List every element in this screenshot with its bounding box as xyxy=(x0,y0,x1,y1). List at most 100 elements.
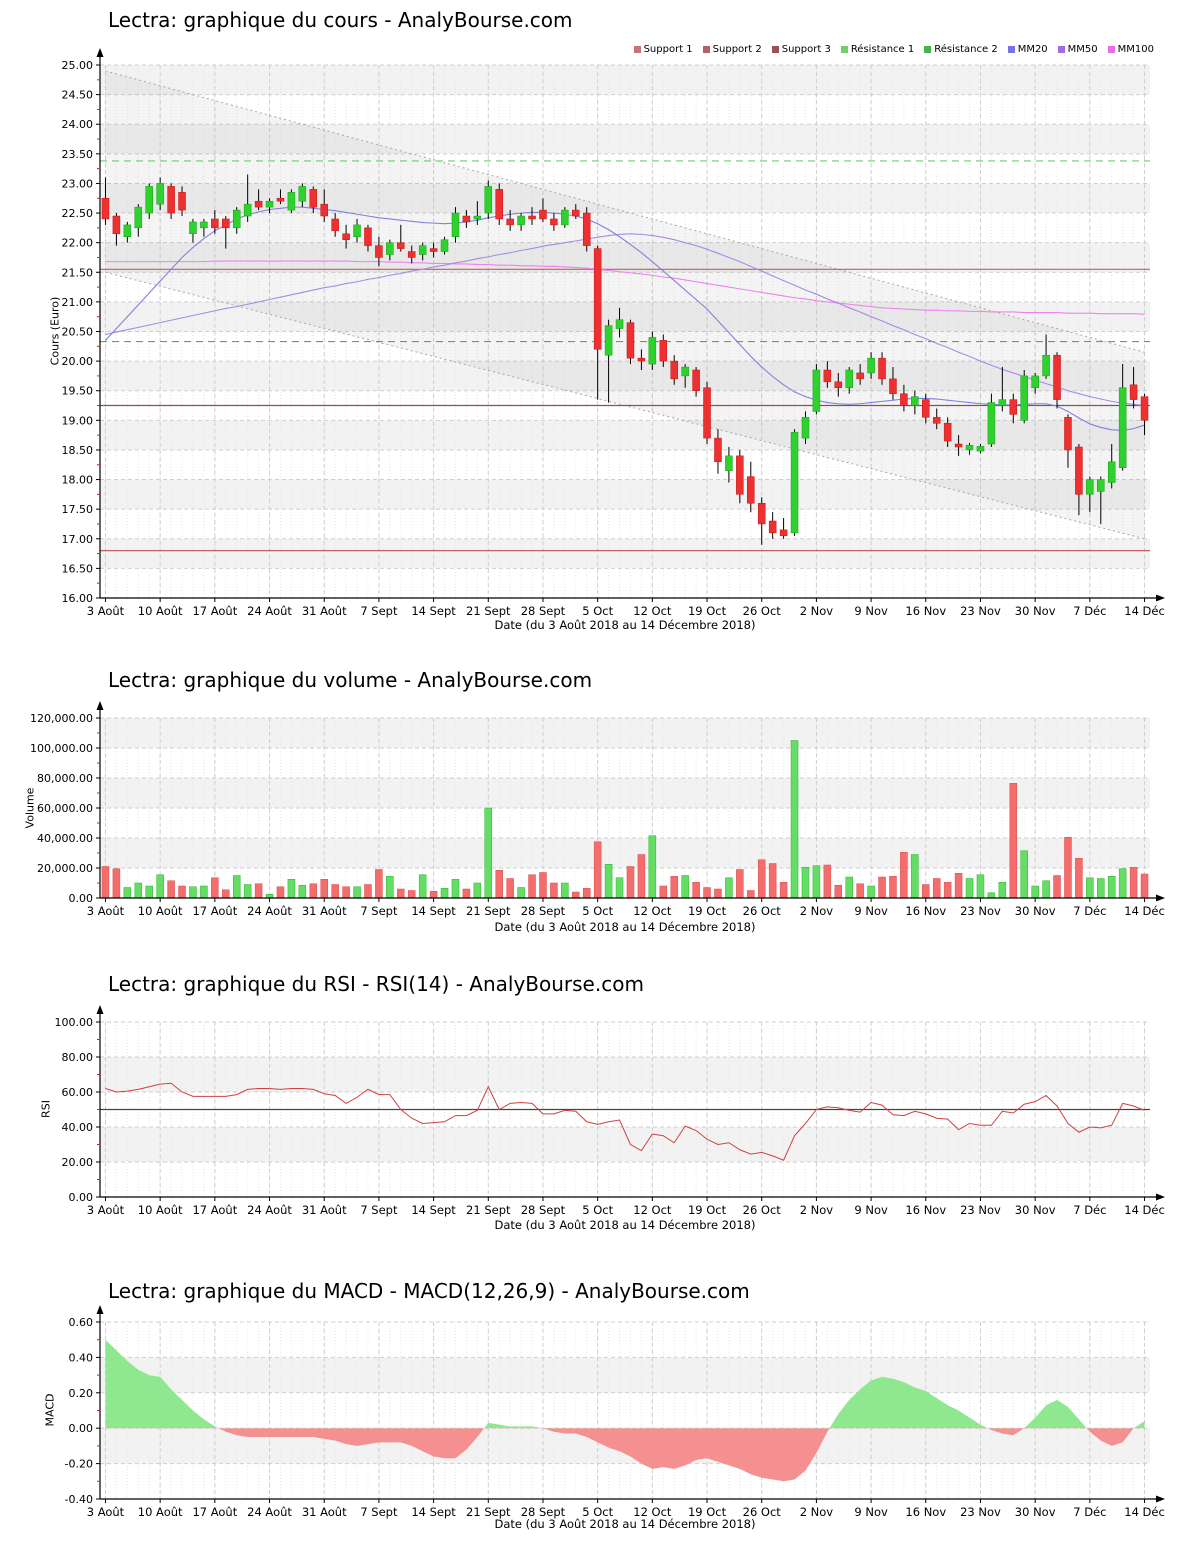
volume-bar xyxy=(943,882,952,899)
x-tick-label: 24 Août xyxy=(247,1505,292,1519)
volume-bar xyxy=(834,885,843,899)
volume-bar xyxy=(922,884,930,899)
y-tick-label: 60.00 xyxy=(62,1086,94,1099)
candle xyxy=(397,242,405,249)
y-tick-label: 17.50 xyxy=(62,503,94,516)
x-tick-label: 14 Déc xyxy=(1124,604,1165,618)
volume-bar xyxy=(1075,858,1083,899)
volume-bar xyxy=(812,865,821,899)
x-tick-label: 19 Oct xyxy=(688,604,727,618)
y-axis-arrow-icon xyxy=(96,48,104,57)
candle xyxy=(287,192,296,211)
volume-bar xyxy=(954,873,963,899)
volume-bar xyxy=(626,866,635,899)
x-tick-label: 12 Oct xyxy=(633,1203,672,1217)
volume-bar xyxy=(429,891,438,899)
candle xyxy=(626,322,635,359)
y-tick-label: 20,000.00 xyxy=(37,862,93,875)
legend-label: Résistance 2 xyxy=(934,44,998,55)
candle xyxy=(375,245,383,258)
candle xyxy=(1053,354,1061,400)
x-tick-label: 3 Août xyxy=(87,1505,125,1519)
legend-item: Support 2 xyxy=(702,44,762,55)
x-tick-label: 10 Août xyxy=(138,604,183,618)
candle xyxy=(123,224,132,237)
candle xyxy=(506,218,514,226)
volume-bar xyxy=(145,885,153,899)
candle xyxy=(222,218,230,229)
candle xyxy=(265,200,274,208)
macd-positive-area xyxy=(105,1339,1145,1429)
volume-bar xyxy=(725,877,733,899)
x-tick-label: 2 Nov xyxy=(800,1505,834,1519)
x-tick-label: 28 Sept xyxy=(521,904,566,918)
candle xyxy=(932,417,941,424)
candle xyxy=(418,245,427,255)
y-tick-label: 120,000.00 xyxy=(30,712,93,725)
cours-chart-section: Lectra: graphique du cours - AnalyBourse… xyxy=(0,0,1200,650)
x-tick-label: 21 Sept xyxy=(466,904,511,918)
volume-bar xyxy=(1042,880,1050,899)
y-tick-label: 0.60 xyxy=(69,1316,94,1329)
x-tick-label: 5 Oct xyxy=(582,1203,613,1217)
volume-bar xyxy=(167,880,175,899)
candle xyxy=(495,189,503,220)
volume-bar xyxy=(364,884,372,899)
rsi-line xyxy=(105,1082,1145,1161)
x-tick-label: 3 Août xyxy=(87,604,125,618)
x-tick-label: 7 Déc xyxy=(1073,1505,1106,1519)
x-tick-label: 21 Sept xyxy=(466,604,511,618)
candle xyxy=(1042,354,1050,377)
x-tick-label: 7 Sept xyxy=(360,1505,398,1519)
candle xyxy=(692,369,700,391)
x-tick-label: 2 Nov xyxy=(800,604,834,618)
candle xyxy=(703,387,711,439)
candle xyxy=(976,446,985,452)
volume-bar xyxy=(1064,837,1072,899)
candle xyxy=(801,417,810,439)
y-tick-label: 24.00 xyxy=(62,118,94,131)
x-tick-label: 19 Oct xyxy=(688,1203,727,1217)
candle xyxy=(593,248,602,350)
legend-swatch-icon xyxy=(771,46,779,53)
volume-bar xyxy=(604,864,613,899)
y-tick-label: -0.20 xyxy=(65,1458,93,1471)
legend-swatch-icon xyxy=(633,46,641,53)
y-tick-label: 0.00 xyxy=(69,1422,94,1435)
y-tick-label: 22.50 xyxy=(62,207,94,220)
candle xyxy=(134,206,143,229)
legend-label: MM20 xyxy=(1017,44,1048,55)
volume-bar xyxy=(965,878,974,899)
volume-bar xyxy=(1129,867,1138,899)
legend-label: Support 2 xyxy=(712,44,762,55)
legend-swatch-icon xyxy=(702,46,710,53)
volume-bar xyxy=(790,740,799,899)
x-tick-label: 12 Oct xyxy=(633,904,672,918)
volume-bar xyxy=(867,885,875,899)
x-tick-label: 3 Août xyxy=(87,904,125,918)
mm20-line xyxy=(105,206,1145,431)
volume-bar xyxy=(714,888,722,899)
y-tick-label: 18.50 xyxy=(62,444,94,457)
macd-chart-title: Lectra: graphique du MACD - MACD(12,26,9… xyxy=(108,1279,750,1303)
candle xyxy=(648,337,657,365)
volume-x-axis-label: Date (du 3 Août 2018 au 14 Décembre 2018… xyxy=(494,920,756,934)
candle xyxy=(572,209,580,217)
x-tick-label: 10 Août xyxy=(138,1505,183,1519)
volume-bar xyxy=(331,884,339,899)
volume-bar xyxy=(222,889,230,899)
x-tick-label: 26 Oct xyxy=(743,604,782,618)
volume-bar xyxy=(659,885,668,899)
volume-bar xyxy=(615,877,624,899)
candle xyxy=(429,248,438,252)
legend-label: Support 1 xyxy=(643,44,693,55)
volume-bar xyxy=(506,878,514,899)
candle xyxy=(1129,384,1138,400)
legend-item: Résistance 1 xyxy=(840,44,914,55)
volume-bar xyxy=(473,882,482,899)
y-tick-label: 21.00 xyxy=(62,296,94,309)
candle xyxy=(911,396,919,406)
volume-bar xyxy=(779,882,788,899)
y-tick-label: 20.00 xyxy=(62,355,94,368)
